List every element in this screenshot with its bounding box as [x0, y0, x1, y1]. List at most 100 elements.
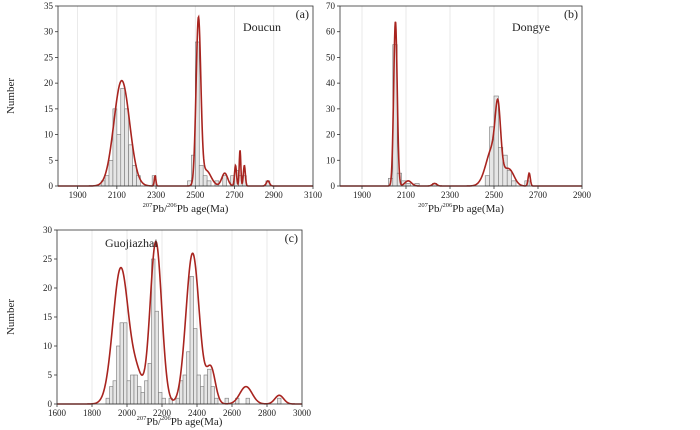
x-axis-label: 207Pb/206Pb age(Ma)	[137, 415, 223, 428]
histogram-bar	[104, 175, 110, 187]
panel-label: (c)	[285, 231, 298, 245]
plot-frame	[57, 5, 314, 187]
y-tick-label: 0	[331, 181, 336, 191]
x-tick-label: 2800	[258, 408, 277, 418]
y-tick-label: 20	[326, 130, 336, 140]
y-tick-label: 25	[44, 52, 54, 62]
histogram-bar	[182, 374, 187, 405]
histogram-bar	[124, 108, 129, 187]
panel-label: (b)	[564, 7, 578, 21]
y-axis-label: Number	[5, 299, 17, 335]
histogram-bar	[120, 87, 125, 187]
y-tick-label: 70	[326, 1, 336, 11]
histogram-bar	[203, 374, 208, 405]
y-tick-label: 35	[44, 1, 54, 11]
histogram-bar	[210, 386, 215, 405]
histogram-bar	[200, 386, 205, 405]
y-tick-label: 40	[326, 78, 336, 88]
x-label-superscript: 207	[137, 415, 148, 422]
histogram-bar	[206, 180, 212, 187]
histogram-bar	[222, 175, 227, 187]
histogram-bar	[202, 175, 208, 187]
histogram-bar	[158, 392, 163, 405]
x-tick-label: 3100	[304, 190, 323, 200]
plot-frame	[339, 5, 583, 187]
histogram-bar	[140, 392, 145, 405]
y-tick-label: 0	[49, 181, 54, 191]
panel-title: Guojiazhai	[105, 236, 158, 250]
histogram-bar	[207, 368, 212, 405]
x-tick-label: 2900	[265, 190, 284, 200]
histogram-bar	[189, 276, 194, 405]
x-label-text: Pb/	[428, 203, 444, 215]
histogram-bar	[511, 180, 517, 187]
histogram-bar	[198, 165, 204, 187]
histogram-bar	[214, 397, 219, 405]
x-label-text: Pb/	[152, 203, 168, 215]
histogram-bar	[196, 374, 201, 405]
x-label-text: Pb age(Ma)	[452, 203, 504, 215]
x-tick-label: 3000	[293, 408, 312, 418]
histogram-bar	[484, 175, 490, 187]
panel-b: 1900 2100 2300 2500 2700 2900 0 10 20 30 40 50 60 70 (…	[326, 1, 592, 215]
histogram-bar	[119, 322, 124, 405]
y-tick-label: 25	[43, 254, 53, 264]
y-axis-label: Number	[5, 78, 17, 114]
x-tick-label: 2600	[223, 408, 242, 418]
panel-title: Dongye	[512, 20, 550, 34]
x-tick-label: 2100	[108, 190, 127, 200]
panel-a: 1900 2100 2300 2500 2700 2900 3100 0 5 10 15 20 25 30…	[5, 1, 323, 215]
x-tick-label: 2000	[118, 408, 137, 418]
x-tick-label: 2500	[485, 190, 504, 200]
histogram-bar	[186, 351, 191, 405]
histogram-bar	[133, 374, 138, 405]
histogram-bar	[154, 310, 159, 405]
x-tick-label: 2300	[441, 190, 460, 200]
histogram-bar	[179, 380, 184, 405]
y-tick-label: 30	[43, 225, 53, 235]
x-label-superscript: 206	[443, 202, 454, 209]
y-tick-label: 5	[49, 155, 54, 165]
x-tick-label: 2900	[573, 190, 592, 200]
histogram-bar	[137, 386, 142, 405]
x-label-text: Pb age(Ma)	[177, 203, 229, 215]
y-tick-label: 10	[44, 130, 54, 140]
panel-title: Doucun	[243, 20, 281, 34]
histogram-bar	[105, 397, 110, 405]
y-tick-label: 0	[48, 399, 53, 409]
probability-curve	[340, 21, 582, 187]
x-tick-label: 1600	[48, 408, 67, 418]
y-tick-label: 30	[326, 104, 336, 114]
x-tick-label: 2700	[529, 190, 548, 200]
x-axis-label: 207Pb/206Pb age(Ma)	[418, 202, 504, 215]
histogram-bar	[245, 397, 250, 405]
histogram-bar	[175, 397, 180, 405]
x-label-superscript: 207	[143, 202, 154, 209]
y-tick-label: 30	[44, 27, 54, 37]
y-tick-label: 50	[326, 52, 336, 62]
x-label-superscript: 207	[418, 202, 429, 209]
y-tick-label: 60	[326, 27, 336, 37]
histogram-bar	[116, 345, 121, 405]
panel-label: (a)	[296, 7, 309, 21]
histogram-bar	[108, 159, 114, 187]
x-label-text: Pb age(Ma)	[171, 416, 223, 428]
histogram-bar	[130, 374, 135, 405]
histogram-bar	[126, 380, 131, 405]
y-tick-label: 20	[44, 78, 54, 88]
x-axis-label: 207Pb/206Pb age(Ma)	[143, 202, 229, 215]
histogram-bar	[112, 380, 117, 405]
histogram-bar	[277, 397, 282, 405]
y-tick-label: 20	[43, 283, 53, 293]
y-tick-label: 10	[43, 341, 53, 351]
y-tick-label: 10	[326, 155, 336, 165]
x-tick-label: 1900	[69, 190, 88, 200]
x-tick-label: 2500	[186, 190, 205, 200]
x-tick-label: 2700	[226, 190, 245, 200]
x-tick-label: 1900	[353, 190, 372, 200]
x-label-text: Pb/	[146, 416, 162, 428]
x-tick-label: 2400	[188, 408, 207, 418]
histogram-bar	[123, 322, 128, 405]
probability-curve	[58, 14, 313, 187]
